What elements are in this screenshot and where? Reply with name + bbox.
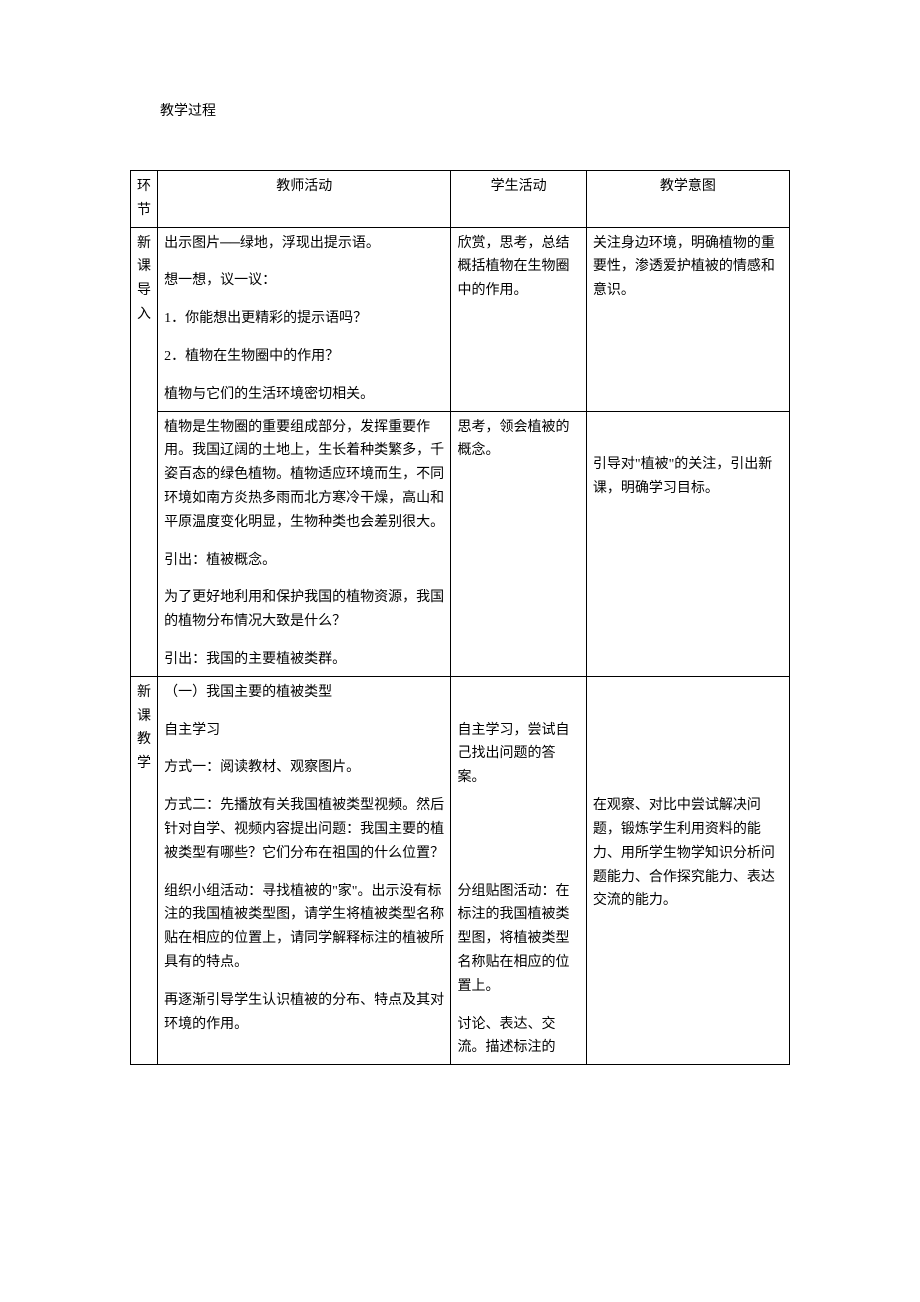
table-row: 新课教学 （一）我国主要的植被类型自主学习方式一：阅读教材、观察图片。方式二：先… bbox=[131, 676, 790, 1064]
lesson-table: 环节 教师活动 学生活动 教学意图 新课导入 出示图片──绿地，浮现出提示语。想… bbox=[130, 170, 790, 1065]
phase-cell-intro: 新课导入 bbox=[131, 227, 158, 676]
intent-cell: 关注身边环境，明确植物的重要性，渗透爱护植被的情感和意识。 bbox=[586, 227, 789, 411]
student-cell: 欣赏，思考，总结概括植物在生物圈中的作用。 bbox=[451, 227, 586, 411]
intent-cell: 在观察、对比中尝试解决问题，锻炼学生利用资料的能力、用所学生物学知识分析问题能力… bbox=[586, 676, 789, 1064]
phase-label: 新课教学 bbox=[137, 681, 151, 776]
phase-cell-teach: 新课教学 bbox=[131, 676, 158, 1064]
teacher-cell: 植物是生物圈的重要组成部分，发挥重要作用。我国辽阔的土地上，生长着种类繁多，千姿… bbox=[158, 411, 451, 676]
student-cell: 思考，领会植被的概念。 bbox=[451, 411, 586, 676]
teacher-cell: 出示图片──绿地，浮现出提示语。想一想，议一议：1．你能想出更精彩的提示语吗？2… bbox=[158, 227, 451, 411]
col-header-teacher: 教师活动 bbox=[158, 171, 451, 228]
table-row: 新课导入 出示图片──绿地，浮现出提示语。想一想，议一议：1．你能想出更精彩的提… bbox=[131, 227, 790, 411]
teacher-cell: （一）我国主要的植被类型自主学习方式一：阅读教材、观察图片。方式二：先播放有关我… bbox=[158, 676, 451, 1064]
section-title: 教学过程 bbox=[130, 100, 790, 120]
table-header-row: 环节 教师活动 学生活动 教学意图 bbox=[131, 171, 790, 228]
col-header-intent: 教学意图 bbox=[586, 171, 789, 228]
student-cell: 自主学习，尝试自己找出问题的答案。 分组贴图活动：在标注的我国植被类型图，将植被… bbox=[451, 676, 586, 1064]
table-row: 植物是生物圈的重要组成部分，发挥重要作用。我国辽阔的土地上，生长着种类繁多，千姿… bbox=[131, 411, 790, 676]
col-header-student: 学生活动 bbox=[451, 171, 586, 228]
col-header-phase: 环节 bbox=[131, 171, 158, 228]
intent-cell: 引导对"植被"的关注，引出新课，明确学习目标。 bbox=[586, 411, 789, 676]
phase-label: 新课导入 bbox=[137, 232, 151, 327]
